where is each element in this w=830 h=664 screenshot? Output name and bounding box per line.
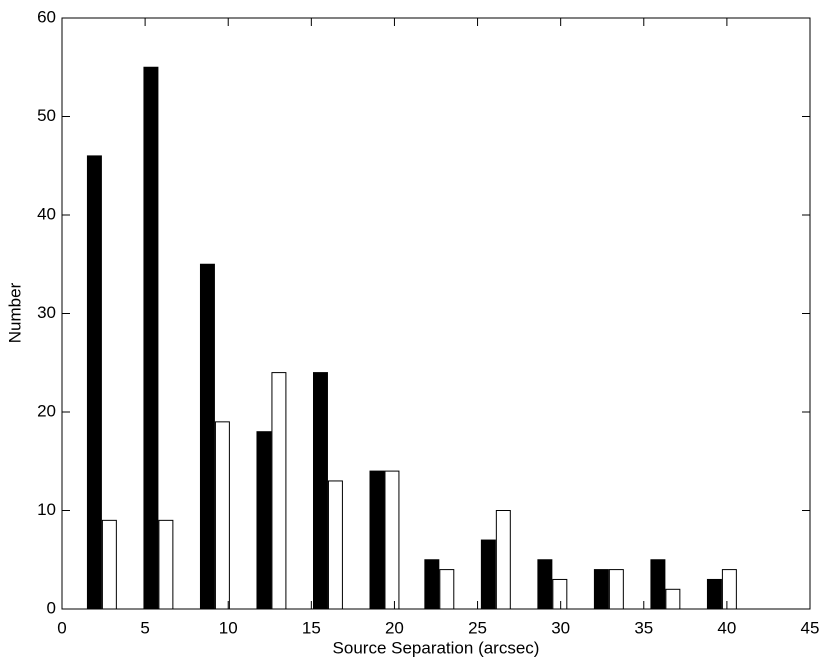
bar: [384, 470, 400, 610]
bar: [256, 431, 272, 610]
y-tick-label: 60: [37, 7, 56, 26]
bar: [143, 66, 159, 610]
y-tick-label: 40: [37, 204, 56, 223]
bar: [327, 480, 343, 610]
bar: [650, 559, 666, 610]
plot-frame: [61, 17, 811, 610]
y-tick-label: 10: [37, 500, 56, 519]
x-tick-label: 45: [801, 618, 820, 637]
y-axis-label: Number: [5, 282, 24, 343]
bar: [424, 559, 440, 610]
bar: [214, 421, 230, 610]
bar: [199, 263, 215, 610]
bar: [158, 519, 174, 610]
x-tick-label: 20: [385, 618, 404, 637]
bar: [86, 155, 102, 610]
x-tick-label: 30: [551, 618, 570, 637]
bar: [608, 569, 624, 610]
bar: [439, 569, 455, 610]
x-tick-label: 35: [634, 618, 653, 637]
bar: [537, 559, 553, 610]
bar: [271, 372, 287, 610]
bar: [721, 569, 737, 610]
bar: [593, 569, 609, 610]
x-tick-label: 40: [717, 618, 736, 637]
x-tick-label: 10: [219, 618, 238, 637]
x-tick-label: 0: [57, 618, 66, 637]
x-tick-label: 15: [302, 618, 321, 637]
y-tick-label: 50: [37, 106, 56, 125]
bar: [101, 519, 117, 610]
bar: [552, 578, 568, 610]
x-tick-label: 25: [468, 618, 487, 637]
x-axis-label: Source Separation (arcsec): [333, 638, 540, 657]
y-tick-label: 30: [37, 303, 56, 322]
x-tick-label: 5: [140, 618, 149, 637]
y-tick-label: 0: [47, 598, 56, 617]
bar: [495, 510, 511, 610]
bar: [480, 539, 496, 610]
bar: [312, 372, 328, 610]
y-tick-label: 20: [37, 401, 56, 420]
bar: [665, 588, 681, 610]
bar: [369, 470, 385, 610]
bar: [706, 578, 722, 610]
